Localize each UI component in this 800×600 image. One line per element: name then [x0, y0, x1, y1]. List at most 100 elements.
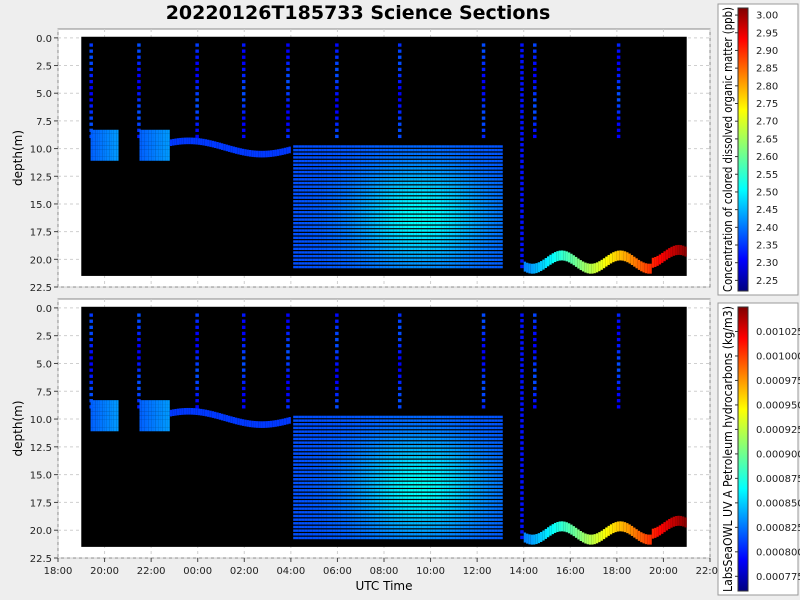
data-cell: [388, 243, 391, 247]
data-cell: [452, 196, 456, 199]
data-cell: [427, 214, 431, 218]
data-cell: [363, 247, 366, 251]
data-cell: [295, 200, 299, 203]
data-cell: [616, 55, 621, 59]
data-cell: [494, 258, 498, 261]
data-cell: [455, 167, 459, 170]
data-cell: [153, 153, 156, 157]
data-cell: [449, 203, 453, 207]
data-cell: [309, 236, 313, 240]
data-cell: [385, 485, 389, 488]
data-cell: [399, 492, 403, 496]
data-cell: [332, 448, 336, 452]
data-cell: [307, 452, 310, 455]
data-cell: [286, 79, 290, 84]
data-cell: [326, 214, 330, 218]
data-cell: [293, 456, 296, 459]
data-cell: [404, 525, 408, 529]
data-cell: [329, 225, 333, 229]
data-cell: [321, 211, 324, 214]
data-cell: [365, 240, 369, 243]
data-cell: [360, 185, 364, 188]
data-cell: [458, 207, 461, 210]
data-cell: [371, 192, 375, 196]
data-cell: [323, 529, 327, 532]
data-cell: [337, 518, 341, 521]
data-cell: [343, 533, 347, 536]
data-cell: [379, 522, 383, 525]
data-cell: [295, 152, 299, 156]
data-cell: [407, 430, 411, 433]
data-cell: [396, 148, 400, 152]
data-cell: [349, 525, 352, 529]
data-cell: [377, 222, 380, 225]
data-cell: [497, 254, 500, 258]
data-cell: [404, 456, 408, 459]
data-cell: [351, 196, 355, 199]
data-cell: [326, 463, 330, 466]
data-cell: [337, 265, 341, 269]
data-cell: [304, 496, 308, 499]
data-cell: [377, 518, 380, 521]
data-cell: [351, 222, 355, 225]
data-cell: [377, 474, 380, 477]
data-cell: [137, 350, 141, 354]
data-cell: [343, 222, 347, 225]
data-cell: [397, 362, 402, 366]
data-cell: [321, 470, 324, 474]
data-cell: [151, 411, 154, 416]
data-cell: [404, 419, 408, 422]
data-cell: [346, 511, 350, 514]
data-cell: [349, 536, 352, 540]
data-cell: [368, 174, 372, 177]
data-cell: [139, 415, 142, 420]
data-cell: [113, 404, 117, 408]
data-cell: [340, 529, 344, 532]
data-cell: [351, 178, 355, 181]
data-cell: [477, 251, 481, 254]
data-cell: [663, 251, 666, 262]
data-cell: [421, 218, 425, 221]
data-cell: [418, 232, 422, 236]
data-cell: [413, 258, 417, 261]
data-cell: [474, 236, 478, 240]
data-cell: [162, 156, 166, 161]
data-cell: [404, 536, 408, 540]
data-cell: [349, 445, 352, 448]
data-cell: [195, 392, 199, 397]
data-cell: [494, 159, 498, 163]
data-cell: [379, 474, 383, 477]
data-cell: [195, 79, 199, 84]
data-cell: [346, 496, 350, 499]
data-cell: [332, 426, 336, 430]
data-cell: [95, 427, 98, 432]
data-cell: [365, 496, 369, 499]
data-cell: [340, 445, 344, 448]
data-cell: [309, 163, 313, 166]
data-cell: [293, 236, 296, 240]
data-cell: [346, 529, 350, 532]
data-cell: [293, 152, 296, 156]
data-cell: [363, 445, 366, 448]
data-cell: [295, 265, 299, 269]
data-cell: [438, 203, 442, 207]
data-cell: [435, 240, 439, 243]
data-cell: [388, 229, 391, 232]
data-cell: [332, 152, 336, 156]
data-cell: [195, 313, 199, 317]
data-cell: [301, 452, 305, 455]
data-cell: [363, 423, 366, 426]
data-cell: [162, 400, 166, 405]
data-cell: [337, 254, 341, 258]
data-cell: [371, 503, 375, 507]
data-cell: [374, 463, 378, 466]
data-cell: [298, 258, 302, 261]
data-cell: [113, 156, 117, 161]
data-cell: [357, 452, 361, 455]
data-cell: [499, 232, 503, 236]
data-cell: [193, 137, 196, 145]
data-cell: [148, 156, 152, 161]
data-cell: [446, 148, 450, 152]
data-cell: [323, 463, 327, 466]
data-cell: [349, 474, 352, 477]
